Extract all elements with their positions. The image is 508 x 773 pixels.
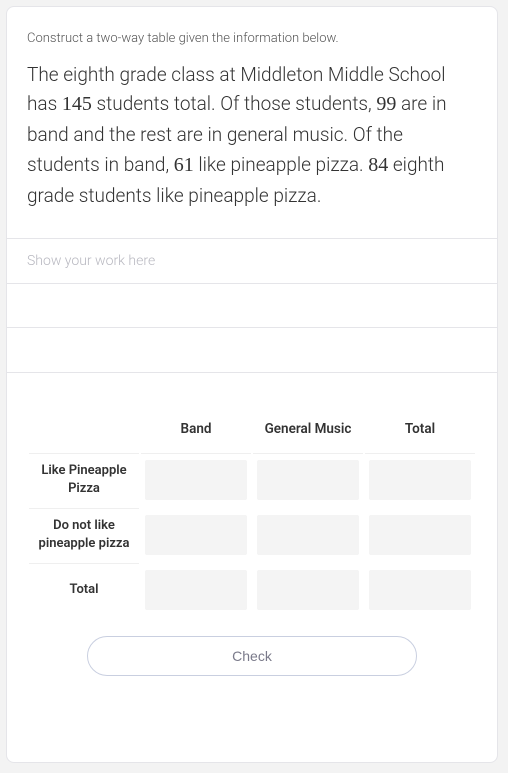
problem-card: Construct a two-way table given the info… <box>6 6 498 763</box>
work-placeholder[interactable]: Show your work here <box>7 239 497 284</box>
cell-notlike-total[interactable] <box>369 515 471 555</box>
cell-like-general[interactable] <box>257 460 359 500</box>
work-area[interactable]: Show your work here <box>7 238 497 373</box>
table-row: Like Pineapple Pizza <box>29 453 475 506</box>
col-header-band: Band <box>141 413 251 451</box>
work-row[interactable] <box>7 328 497 372</box>
problem-number: 145 <box>62 93 92 115</box>
col-header-total: Total <box>365 413 475 451</box>
table-row: Do not like pineapple pizza <box>29 508 475 561</box>
cell-total-band[interactable] <box>145 570 247 610</box>
cell-notlike-band[interactable] <box>145 515 247 555</box>
cell-like-total[interactable] <box>369 460 471 500</box>
two-way-table: Band General Music Total Like Pineapple … <box>27 411 477 618</box>
col-header-general-music: General Music <box>253 413 363 451</box>
work-row[interactable] <box>7 284 497 328</box>
table-row: Total <box>29 563 475 616</box>
cell-notlike-general[interactable] <box>257 515 359 555</box>
problem-number: 99 <box>376 93 396 115</box>
cell-like-band[interactable] <box>145 460 247 500</box>
prompt-section: Construct a two-way table given the info… <box>7 7 497 238</box>
check-button[interactable]: Check <box>87 636 417 676</box>
problem-text: The eighth grade class at Middleton Midd… <box>27 60 477 210</box>
check-row: Check <box>27 618 477 676</box>
row-header-like: Like Pineapple Pizza <box>29 453 139 506</box>
table-section: Band General Music Total Like Pineapple … <box>7 373 497 762</box>
cell-total-general[interactable] <box>257 570 359 610</box>
instruction-text: Construct a two-way table given the info… <box>27 31 477 46</box>
row-header-total: Total <box>29 563 139 616</box>
table-corner <box>29 413 139 451</box>
row-header-notlike: Do not like pineapple pizza <box>29 508 139 561</box>
problem-number: 84 <box>368 154 388 176</box>
cell-total-total[interactable] <box>369 570 471 610</box>
problem-fragment: like pineapple pizza. <box>194 153 368 176</box>
problem-number: 61 <box>174 154 194 176</box>
problem-fragment: students total. Of those students, <box>92 92 376 115</box>
